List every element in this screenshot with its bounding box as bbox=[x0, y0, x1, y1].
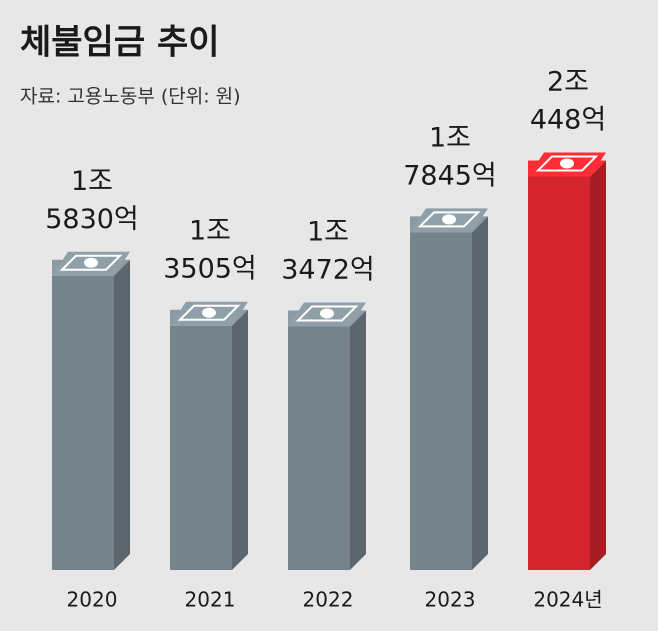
value-label: 1조 3472억 bbox=[281, 216, 375, 285]
bar bbox=[410, 232, 472, 570]
value-label-line: 1조 bbox=[71, 165, 113, 196]
bar bbox=[52, 275, 114, 570]
value-label-line: 5830억 bbox=[45, 203, 139, 234]
bill-icon bbox=[320, 308, 334, 319]
bar bbox=[528, 176, 590, 570]
value-label: 1조 7845억 bbox=[403, 122, 497, 191]
bar-side bbox=[232, 309, 248, 570]
bill-icon bbox=[442, 214, 456, 225]
bill-icon bbox=[417, 211, 481, 228]
x-tick-label: 2021 bbox=[185, 588, 236, 612]
value-label-line: 7845억 bbox=[403, 160, 497, 191]
bill-icon bbox=[59, 254, 123, 271]
bar bbox=[288, 326, 350, 570]
value-label-line: 448억 bbox=[530, 104, 606, 135]
value-label: 1조 5830억 bbox=[45, 165, 139, 234]
bill-icon bbox=[535, 155, 599, 172]
value-label-line: 1조 bbox=[307, 216, 349, 247]
chart-title: 체불임금 추이 bbox=[20, 23, 220, 63]
value-label: 1조 3505억 bbox=[163, 215, 257, 284]
x-tick-label: 2020 bbox=[67, 588, 118, 612]
chart-subtitle: 자료: 고용노동부 (단위: 원) bbox=[20, 86, 241, 108]
value-label: 2조 448억 bbox=[530, 66, 606, 135]
bar-side bbox=[350, 310, 366, 570]
x-tick-label: 2022 bbox=[303, 588, 354, 612]
value-label-line: 3505억 bbox=[163, 253, 257, 284]
bill-icon bbox=[177, 304, 241, 321]
bill-icon bbox=[202, 307, 216, 318]
value-label-line: 1조 bbox=[189, 215, 231, 246]
bill-icon bbox=[295, 305, 359, 322]
bar bbox=[170, 325, 232, 570]
bar-side bbox=[472, 216, 488, 570]
value-label-line: 2조 bbox=[547, 66, 589, 97]
bill-icon bbox=[84, 257, 98, 268]
bar-side bbox=[590, 160, 606, 570]
value-label-line: 1조 bbox=[429, 122, 471, 153]
x-tick-label: 2023 bbox=[425, 588, 476, 612]
x-tick-label: 2024년 bbox=[533, 588, 602, 612]
bill-icon bbox=[560, 158, 574, 169]
value-label-line: 3472억 bbox=[281, 254, 375, 285]
bar-side bbox=[114, 259, 130, 570]
